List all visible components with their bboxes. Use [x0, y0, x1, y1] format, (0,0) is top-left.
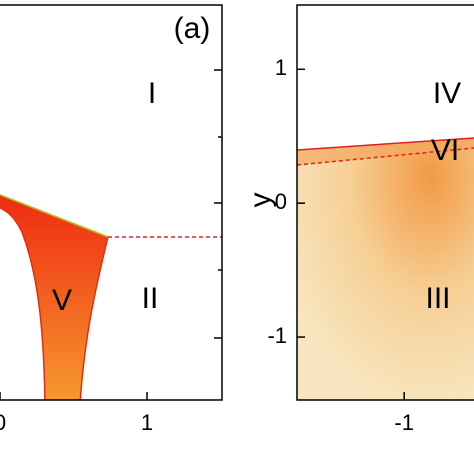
panel-a-right-ticks — [214, 69, 222, 339]
boundary — [297, 137, 474, 151]
panel-b-regions — [297, 137, 474, 400]
region-vi — [297, 138, 474, 165]
y-tick-label: 1 — [275, 55, 287, 80]
y-tick-label: -1 — [267, 323, 287, 348]
region-label: IV — [433, 77, 461, 110]
region-label: VI — [431, 134, 459, 167]
region-label: III — [425, 282, 450, 315]
panel-a-regions — [0, 194, 222, 400]
panel-label: (a) — [174, 12, 211, 45]
x-tick-label: -1 — [394, 410, 414, 435]
x-tick-label: 1 — [141, 410, 153, 435]
y-tick-label: 0 — [275, 189, 287, 214]
x-tick-label: 0 — [0, 410, 6, 435]
panel-a-frame — [0, 4, 223, 401]
region-label: V — [52, 284, 72, 317]
y-axis-label: y — [244, 193, 277, 208]
region-label: II — [142, 282, 159, 315]
region-label: I — [148, 77, 156, 110]
region-iii — [297, 138, 474, 400]
dashed-boundary — [297, 147, 474, 166]
boundary — [0, 194, 109, 238]
region-v — [0, 194, 109, 400]
